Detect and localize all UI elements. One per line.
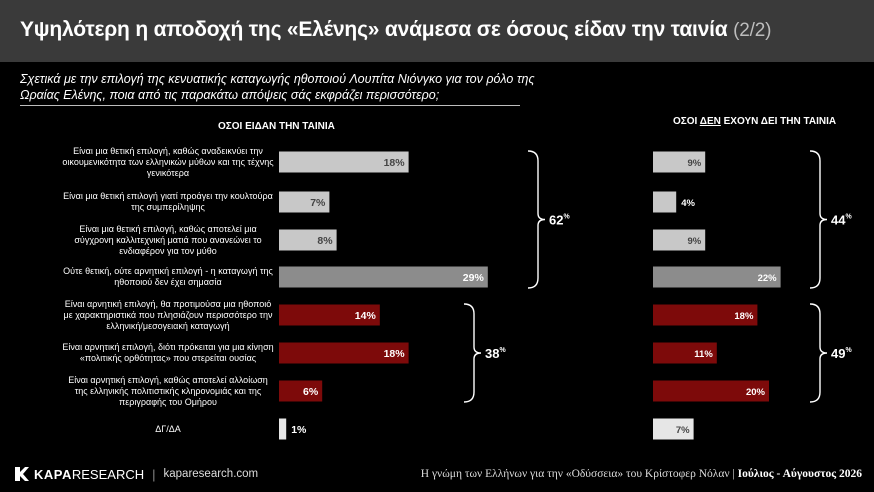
bar bbox=[653, 229, 706, 251]
footer-separator: | bbox=[152, 466, 156, 482]
data-label: 9% bbox=[687, 158, 701, 169]
category-label: ΔΓ/ΔΑ bbox=[155, 423, 181, 434]
data-label: 7% bbox=[676, 425, 690, 436]
data-label: 14% bbox=[355, 310, 377, 322]
bar bbox=[653, 191, 677, 213]
brand-site: kaparesearch.com bbox=[163, 468, 259, 480]
bar bbox=[653, 342, 717, 364]
data-label: 18% bbox=[384, 348, 406, 360]
group-total-unit: % bbox=[845, 347, 852, 354]
series-header-not-seen: ΟΣΟΙ ΔΕΝ ΕΧΟΥΝ ΔΕΙ ΤΗΝ ΤΑΙΝΙΑ bbox=[673, 116, 837, 127]
data-label: 4% bbox=[681, 198, 695, 209]
bar bbox=[279, 304, 380, 326]
question-underline bbox=[20, 105, 520, 106]
bar bbox=[279, 191, 330, 213]
category-label: Είναι μια θετική επιλογή, καθώς αποτελεί… bbox=[74, 223, 262, 256]
bar bbox=[279, 266, 488, 288]
category-label: Είναι μια θετική επιλογή γιατί προάγει τ… bbox=[63, 191, 273, 212]
bar bbox=[653, 380, 769, 402]
header-bar: Υψηλότερη η αποδοχή της «Ελένης» ανάμεσα… bbox=[0, 0, 874, 62]
footer-source: Η γνώμη των Ελλήνων για την «Οδύσσεια» τ… bbox=[420, 468, 862, 480]
group-brace bbox=[809, 303, 828, 403]
group-total: 49% bbox=[831, 346, 852, 361]
group-total-unit: % bbox=[845, 214, 852, 221]
page-title: Υψηλότερη η αποδοχή της «Ελένης» ανάμεσα… bbox=[20, 18, 772, 41]
bar bbox=[653, 304, 758, 326]
category-label: Είναι μια θετική επιλογή, καθώς αναδεικν… bbox=[62, 145, 274, 178]
data-label: 29% bbox=[463, 272, 485, 284]
footer-date: Ιούλιος - Αύγουστος 2026 bbox=[737, 468, 862, 480]
kapa-logo-icon bbox=[15, 467, 29, 481]
data-label: 18% bbox=[384, 157, 406, 169]
group-total-unit: % bbox=[563, 214, 570, 221]
data-label: 1% bbox=[291, 424, 307, 436]
data-label: 20% bbox=[746, 387, 766, 398]
bar bbox=[279, 342, 409, 364]
group-brace bbox=[809, 150, 828, 289]
page-part: (2/2) bbox=[733, 20, 772, 41]
category-label: Ούτε θετική, ούτε αρνητική επιλογή - η κ… bbox=[63, 266, 273, 287]
data-label: 22% bbox=[758, 273, 778, 284]
survey-question: Σχετικά με την επιλογή της κενυατικής κα… bbox=[20, 72, 535, 102]
bar bbox=[279, 229, 337, 251]
bar bbox=[653, 151, 706, 173]
data-label: 6% bbox=[303, 386, 319, 398]
group-brace bbox=[463, 303, 482, 403]
bar bbox=[279, 418, 287, 440]
data-label: 7% bbox=[310, 197, 326, 209]
data-label: 18% bbox=[734, 311, 754, 322]
brand-name-bold: KAPA bbox=[34, 466, 72, 482]
data-label: 9% bbox=[687, 236, 701, 247]
brand-logo: KAPA RESEARCH | kaparesearch.com bbox=[14, 466, 258, 482]
group-total-unit: % bbox=[499, 347, 506, 354]
category-label: Είναι αρνητική επιλογή, θα προτιμούσα μι… bbox=[63, 298, 273, 331]
bar bbox=[279, 151, 409, 173]
group-brace bbox=[527, 150, 546, 289]
series-header-seen: ΟΣΟΙ ΕΙΔΑΝ ΤΗΝ ΤΑΙΝΙΑ bbox=[218, 121, 335, 132]
category-label: Είναι αρνητική επιλογή, διότι πρόκειται … bbox=[62, 342, 274, 363]
data-label: 8% bbox=[317, 235, 333, 247]
brand-name-rest: RESEARCH bbox=[71, 466, 145, 482]
data-label: 11% bbox=[694, 349, 713, 360]
bar bbox=[653, 266, 781, 288]
bar bbox=[279, 380, 323, 402]
group-total: 44% bbox=[831, 213, 852, 228]
group-total: 62% bbox=[549, 213, 570, 228]
bar bbox=[653, 418, 694, 440]
group-total: 38% bbox=[485, 346, 506, 361]
category-label: Είναι αρνητική επιλογή, καθώς αποτελεί α… bbox=[68, 374, 268, 407]
